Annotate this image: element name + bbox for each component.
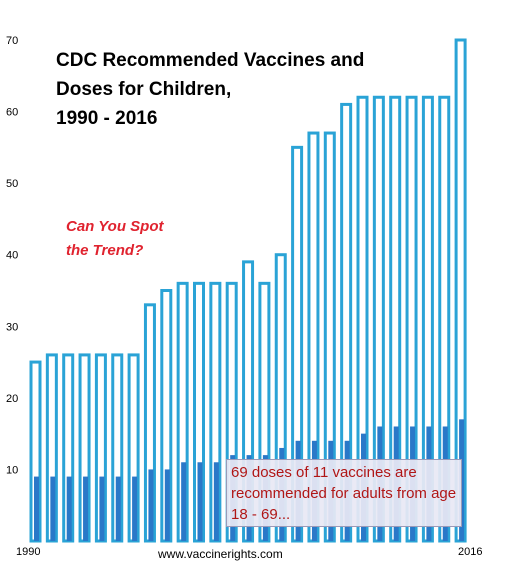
trend-annotation: Can You Spot the Trend? — [66, 215, 186, 263]
vaccines-bar — [83, 476, 89, 541]
vaccines-bar — [197, 462, 203, 541]
vaccines-bar — [213, 462, 219, 541]
vaccines-bar — [66, 476, 72, 541]
y-axis-ticks: 10 20 30 40 50 60 70 — [6, 35, 18, 476]
vaccines-bar — [50, 476, 56, 541]
doses-series — [29, 38, 467, 543]
vaccines-bar — [164, 469, 170, 541]
adult-doses-note: 69 doses of 11 vaccines are recommended … — [226, 459, 462, 527]
vaccines-bar — [132, 476, 138, 541]
chart-title: CDC Recommended Vaccines and Doses for C… — [56, 46, 416, 133]
chart-title-line: 1990 - 2016 — [56, 108, 158, 129]
trend-annotation-line: the Trend? — [66, 242, 144, 259]
chart-title-line: Doses for Children, — [56, 79, 232, 100]
x-end-label: 2016 — [458, 546, 483, 558]
vaccines-bar — [148, 469, 154, 541]
vaccines-bar — [99, 476, 105, 541]
y-tick-label: 40 — [6, 250, 18, 262]
vaccines-bar — [181, 462, 187, 541]
chart-title-line: CDC Recommended Vaccines and — [56, 50, 365, 71]
y-tick-label: 60 — [6, 107, 18, 119]
y-tick-label: 20 — [6, 393, 18, 405]
y-tick-label: 10 — [6, 464, 18, 476]
vaccines-bar — [34, 476, 39, 541]
vaccines-bar — [115, 476, 121, 541]
x-start-label: 1990 — [16, 546, 41, 558]
trend-annotation-line: Can You Spot — [66, 218, 164, 235]
source-url: www.vaccinerights.com — [158, 547, 283, 561]
y-tick-label: 50 — [6, 178, 18, 190]
y-tick-label: 70 — [6, 35, 18, 47]
y-tick-label: 30 — [6, 321, 18, 333]
